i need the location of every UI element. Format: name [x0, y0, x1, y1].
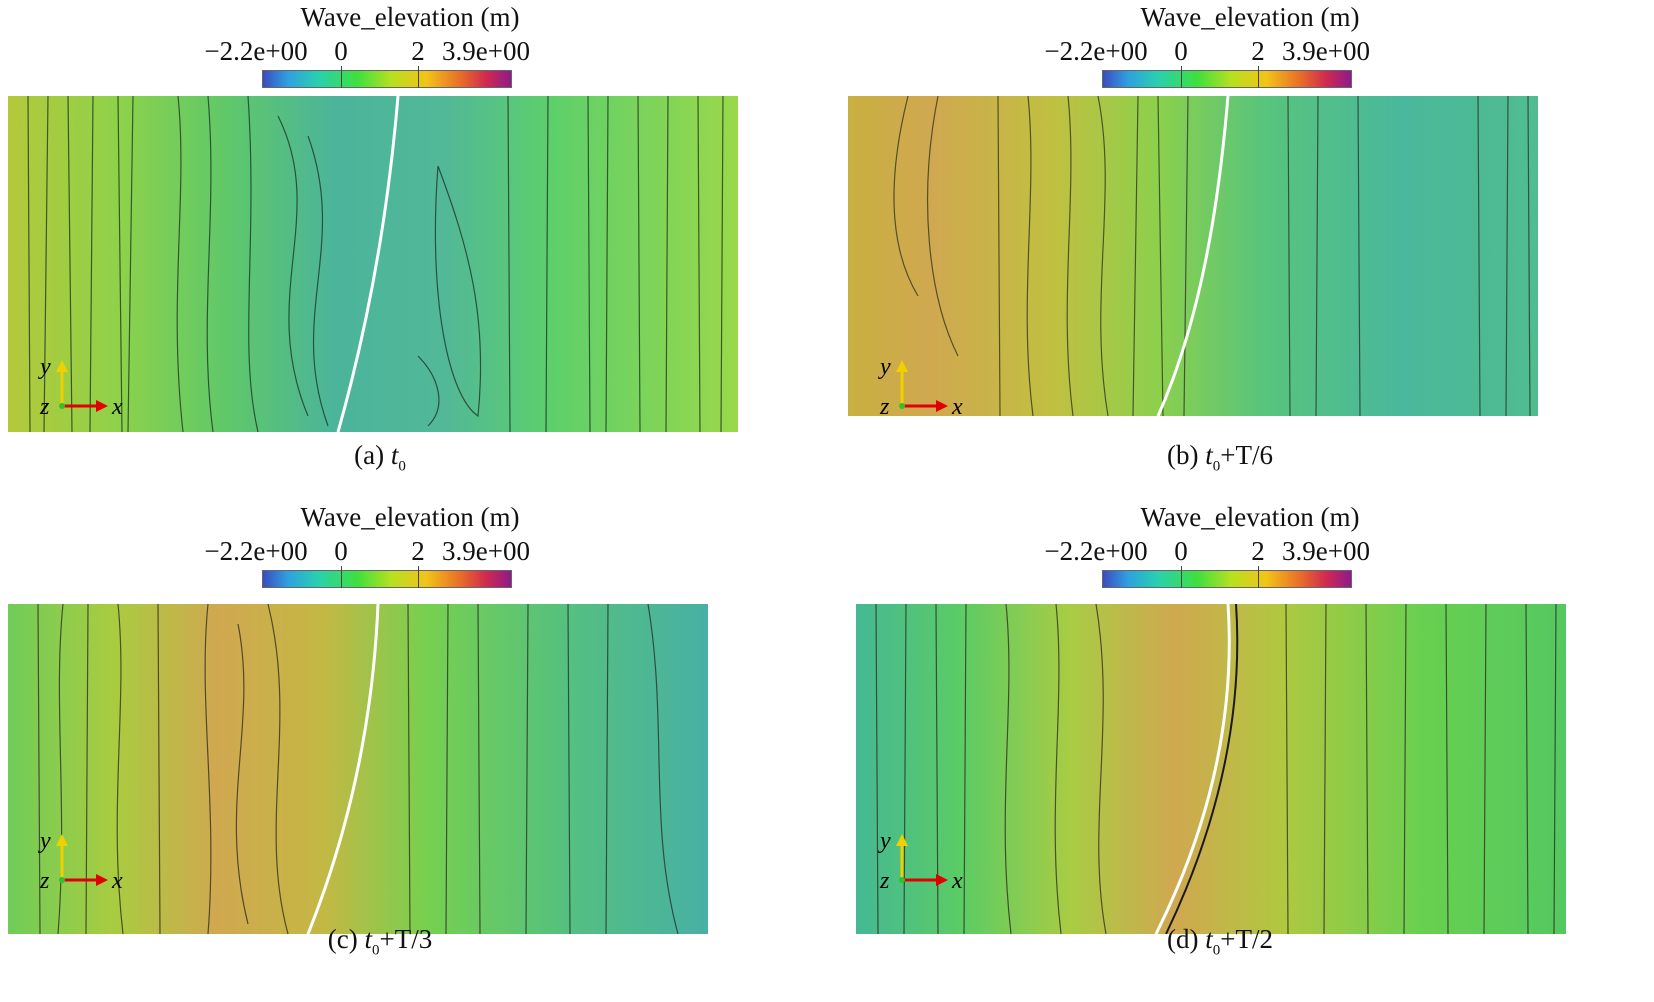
- colorbar: [262, 570, 512, 588]
- z-axis-label: z: [879, 394, 890, 420]
- colorbar-title: Wave_elevation (m): [300, 502, 520, 532]
- y-axis-label: y: [38, 834, 51, 854]
- panel-a: Wave_elevation (m) −2.2e+00 0 2 3.9e+00: [0, 0, 760, 490]
- colorbar: [1102, 570, 1352, 588]
- colorbar-tickmark: [418, 566, 419, 588]
- panel-c: Wave_elevation (m) −2.2e+00 0 2 3.9e+00: [0, 500, 760, 990]
- colorbar-title: Wave_elevation (m): [300, 2, 520, 32]
- x-axis-label: x: [951, 394, 963, 420]
- z-axis-label: z: [879, 868, 890, 894]
- colorbar-tickmark: [1258, 66, 1259, 88]
- colorbar-tickmark: [341, 566, 342, 588]
- colorbar-tick-zero: 0: [334, 536, 348, 566]
- colorbar-tick-two: 2: [411, 36, 425, 66]
- colorbar-tick-max: 3.9e+00: [1282, 36, 1370, 66]
- wave-field-svg: [8, 96, 738, 432]
- axes-indicator: y z x: [38, 360, 123, 420]
- colorbar: [1102, 70, 1352, 88]
- axes-indicator: y z x: [878, 360, 963, 420]
- colorbar-tickmark: [341, 66, 342, 88]
- colorbar-ticks: −2.2e+00 0 2 3.9e+00: [200, 536, 600, 566]
- colorbar-tick-max: 3.9e+00: [1282, 536, 1370, 566]
- colorbar-tickmark: [1258, 566, 1259, 588]
- x-axis-label: x: [951, 868, 963, 894]
- colorbar-tick-two: 2: [411, 536, 425, 566]
- colorbar-tick-max: 3.9e+00: [442, 536, 530, 566]
- y-axis-label: y: [38, 360, 51, 380]
- y-axis-label: y: [878, 360, 891, 380]
- z-axis-label: z: [39, 868, 50, 894]
- wave-field-svg: [848, 96, 1538, 416]
- colorbar-title: Wave_elevation (m): [1140, 2, 1360, 32]
- colorbar-tick-max: 3.9e+00: [442, 36, 530, 66]
- colorbar-tick-zero: 0: [334, 36, 348, 66]
- z-axis-label: z: [39, 394, 50, 420]
- colorbar-tick-zero: 0: [1174, 36, 1188, 66]
- colorbar-tick-min: −2.2e+00: [1044, 536, 1148, 566]
- colorbar-tickmark: [1181, 566, 1182, 588]
- colorbar-tick-min: −2.2e+00: [1044, 36, 1148, 66]
- axes-indicator: y z x: [38, 834, 123, 894]
- wave-field-a: [8, 96, 738, 432]
- panel-b: Wave_elevation (m) −2.2e+00 0 2 3.9e+00: [840, 0, 1600, 490]
- colorbar-tickmark: [418, 66, 419, 88]
- caption-c: (c) t0+T/3: [327, 924, 433, 959]
- y-axis-label: y: [878, 834, 891, 854]
- wave-field-c: [8, 604, 738, 940]
- wave-field-d: [856, 604, 1586, 940]
- panel-d: Wave_elevation (m) −2.2e+00 0 2 3.9e+00: [840, 500, 1600, 990]
- caption-b: (b) t0+T/6: [1167, 440, 1273, 475]
- wave-field-svg: [8, 604, 708, 934]
- wave-field-b: [848, 96, 1578, 432]
- caption-a: (a) t0: [354, 440, 406, 475]
- colorbar-tick-min: −2.2e+00: [204, 36, 308, 66]
- colorbar-title: Wave_elevation (m): [1140, 502, 1360, 532]
- colorbar-ticks: −2.2e+00 0 2 3.9e+00: [1040, 536, 1440, 566]
- colorbar-tickmark: [1181, 66, 1182, 88]
- colorbar-ticks: −2.2e+00 0 2 3.9e+00: [1040, 36, 1440, 66]
- x-axis-label: x: [111, 868, 123, 894]
- colorbar-ticks: −2.2e+00 0 2 3.9e+00: [200, 36, 600, 66]
- axes-indicator: y z x: [878, 834, 963, 894]
- caption-d: (d) t0+T/2: [1167, 924, 1273, 959]
- colorbar: [262, 70, 512, 88]
- x-axis-label: x: [111, 394, 123, 420]
- colorbar-tick-two: 2: [1251, 536, 1265, 566]
- colorbar-tick-min: −2.2e+00: [204, 536, 308, 566]
- colorbar-tick-two: 2: [1251, 36, 1265, 66]
- wave-field-svg: [856, 604, 1566, 934]
- colorbar-tick-zero: 0: [1174, 536, 1188, 566]
